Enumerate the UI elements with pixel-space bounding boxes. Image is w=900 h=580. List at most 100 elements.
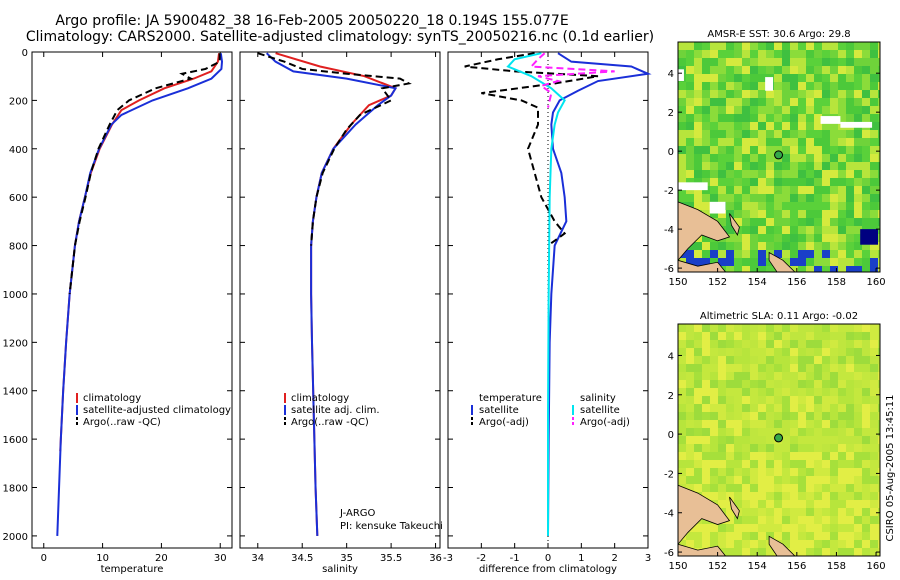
map-field-cell <box>734 348 742 356</box>
map-field-cell <box>838 106 846 114</box>
map-field-cell <box>862 162 870 170</box>
map-field-cell <box>694 444 702 452</box>
map-field-cell <box>870 162 878 170</box>
map-field-cell <box>734 380 742 388</box>
map-field-cell <box>862 210 870 218</box>
map-field-cell <box>798 436 806 444</box>
map-field-cell <box>750 412 758 420</box>
map-field-cell <box>878 452 880 460</box>
map-field-cell <box>750 218 758 226</box>
map-field-cell <box>806 58 814 66</box>
map-field-cell <box>822 74 830 82</box>
map-field-cell <box>734 186 742 194</box>
map-field-cell <box>798 508 806 516</box>
map-field-cell <box>782 436 790 444</box>
map-field-cell <box>734 114 742 122</box>
map-field-cell <box>830 364 838 372</box>
map-field-cell <box>822 106 830 114</box>
map-field-cell <box>734 460 742 468</box>
map-field-cell <box>710 162 718 170</box>
map-field-cell <box>862 420 870 428</box>
map-field-cell <box>734 194 742 202</box>
map-field-cell <box>814 428 822 436</box>
map-field-cell <box>798 500 806 508</box>
map-field-cell <box>782 396 790 404</box>
map-x-tick-label: 150 <box>668 561 687 572</box>
map-field-cell <box>870 508 878 516</box>
map-field-cell <box>750 226 758 234</box>
map-field-cell <box>854 58 862 66</box>
map-field-cell <box>790 106 798 114</box>
map-field-cell <box>822 532 830 540</box>
map-field-cell <box>710 194 718 202</box>
map-field-cell <box>806 130 814 138</box>
map-field-cell <box>790 548 798 556</box>
map-field-cell <box>686 90 694 98</box>
map-field-cell <box>830 388 838 396</box>
map-field-cell <box>750 348 758 356</box>
map-field-cell <box>862 218 870 226</box>
map-field-cell <box>790 380 798 388</box>
map-field-cell <box>758 508 766 516</box>
map-field-cell <box>798 218 806 226</box>
map-field-cell <box>678 162 686 170</box>
map-field-cell <box>774 324 782 332</box>
map-field-cell <box>814 340 822 348</box>
map-field-cell <box>758 548 766 556</box>
map-field-cell <box>734 202 742 210</box>
map-field-cell <box>790 170 798 178</box>
map-field-cell <box>854 250 862 258</box>
map-field-cell <box>822 154 830 162</box>
map-field-cell <box>774 340 782 348</box>
map-field-cell <box>822 226 830 234</box>
map-field-cell <box>750 202 758 210</box>
map-field-cell <box>790 242 798 250</box>
map-field-cell <box>710 460 718 468</box>
map-field-cell <box>766 50 774 58</box>
map-field-cell <box>678 50 686 58</box>
map-field-cell <box>742 428 750 436</box>
map-field-cell <box>806 340 814 348</box>
map-field-cell <box>790 516 798 524</box>
map-field-cell <box>702 74 710 82</box>
map-field-cell <box>710 372 718 380</box>
map-field-cell <box>878 460 880 468</box>
map-field-cell <box>750 340 758 348</box>
map-field-cell <box>782 532 790 540</box>
map-field-cell <box>798 396 806 404</box>
map-field-cell <box>686 460 694 468</box>
map-field-cell <box>678 106 686 114</box>
map-field-cell <box>798 348 806 356</box>
map-field-cell <box>774 428 782 436</box>
map-field-cell <box>822 202 830 210</box>
map-field-cell <box>694 130 702 138</box>
map-field-cell <box>782 106 790 114</box>
map-field-cell <box>678 444 686 452</box>
map-field-cell <box>702 170 710 178</box>
map-field-cell <box>862 114 870 122</box>
map-data-gap <box>678 182 708 191</box>
map-field-cell <box>862 340 870 348</box>
map-y-tick-label: 4 <box>668 351 674 362</box>
map-field-cell <box>718 210 726 218</box>
map-field-cell <box>878 242 880 250</box>
map-field-cell <box>710 476 718 484</box>
map-field-cell <box>726 90 734 98</box>
map-field-cell <box>814 460 822 468</box>
map-field-cell <box>694 420 702 428</box>
map-field-cell <box>838 58 846 66</box>
map-field-cell <box>822 50 830 58</box>
map-field-cell <box>870 98 878 106</box>
map-field-cell <box>718 364 726 372</box>
map-field-cell <box>710 178 718 186</box>
map-field-cell <box>870 202 878 210</box>
map-field-cell <box>798 162 806 170</box>
map-field-cell <box>838 218 846 226</box>
map-field-cell <box>846 340 854 348</box>
map-field-cell <box>790 364 798 372</box>
map-field-cell <box>870 146 878 154</box>
map-field-cell <box>734 324 742 332</box>
map-field-cell <box>822 380 830 388</box>
map-field-cell <box>678 380 686 388</box>
map-field-cell <box>742 42 750 50</box>
